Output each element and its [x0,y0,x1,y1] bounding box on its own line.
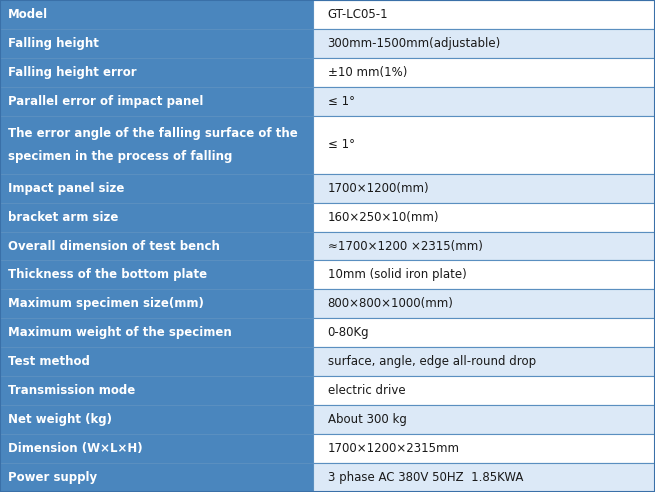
Text: 1700×1200×2315mm: 1700×1200×2315mm [328,442,460,455]
Text: bracket arm size: bracket arm size [8,211,119,223]
Bar [0,463,313,492]
Bar [313,58,655,87]
Bar [313,463,655,492]
Bar [313,116,655,174]
Bar [0,203,313,232]
Text: ≈1700×1200 ×2315(mm): ≈1700×1200 ×2315(mm) [328,240,482,252]
Text: Falling height: Falling height [8,37,99,50]
Bar [313,232,655,260]
Bar [313,203,655,232]
Text: 3 phase AC 380V 50HZ  1.85KWA: 3 phase AC 380V 50HZ 1.85KWA [328,471,523,484]
Text: Thickness of the bottom plate: Thickness of the bottom plate [8,269,207,281]
Text: Parallel error of impact panel: Parallel error of impact panel [8,95,203,108]
Text: 0-80Kg: 0-80Kg [328,326,369,339]
Text: 800×800×1000(mm): 800×800×1000(mm) [328,297,453,310]
Text: 10mm (solid iron plate): 10mm (solid iron plate) [328,269,466,281]
Bar [0,376,313,405]
Text: GT-LC05-1: GT-LC05-1 [328,8,388,21]
Text: 300mm-1500mm(adjustable): 300mm-1500mm(adjustable) [328,37,501,50]
Text: Overall dimension of test bench: Overall dimension of test bench [8,240,219,252]
Bar [313,260,655,289]
Bar [0,0,313,29]
Text: The error angle of the falling surface of the: The error angle of the falling surface o… [8,126,297,140]
Text: Impact panel size: Impact panel size [8,182,124,195]
Bar [313,29,655,58]
Text: ≤ 1°: ≤ 1° [328,95,354,108]
Text: Falling height error: Falling height error [8,66,136,79]
Bar [0,29,313,58]
Bar [313,318,655,347]
Text: surface, angle, edge all-round drop: surface, angle, edge all-round drop [328,355,536,369]
Text: 160×250×10(mm): 160×250×10(mm) [328,211,439,223]
Bar [0,174,313,203]
Bar [0,260,313,289]
Text: Maximum specimen size(mm): Maximum specimen size(mm) [8,297,204,310]
Bar [0,116,313,174]
Bar [313,347,655,376]
Bar [0,318,313,347]
Bar [313,174,655,203]
Bar [313,434,655,463]
Bar [0,434,313,463]
Bar [313,0,655,29]
Text: Power supply: Power supply [8,471,97,484]
Bar [0,289,313,318]
Text: electric drive: electric drive [328,384,405,397]
Text: Dimension (W×L×H): Dimension (W×L×H) [8,442,143,455]
Bar [0,58,313,87]
Bar [0,232,313,260]
Bar [313,405,655,434]
Text: specimen in the process of falling: specimen in the process of falling [8,150,233,163]
Bar [0,347,313,376]
Text: Net weight (kg): Net weight (kg) [8,413,112,426]
Text: ±10 mm(1%): ±10 mm(1%) [328,66,407,79]
Bar [313,289,655,318]
Bar [313,87,655,116]
Text: Test method: Test method [8,355,90,369]
Text: About 300 kg: About 300 kg [328,413,406,426]
Text: Model: Model [8,8,48,21]
Bar [313,376,655,405]
Text: Transmission mode: Transmission mode [8,384,135,397]
Text: ≤ 1°: ≤ 1° [328,138,354,151]
Text: 1700×1200(mm): 1700×1200(mm) [328,182,429,195]
Bar [0,405,313,434]
Text: Maximum weight of the specimen: Maximum weight of the specimen [8,326,232,339]
Bar [0,87,313,116]
